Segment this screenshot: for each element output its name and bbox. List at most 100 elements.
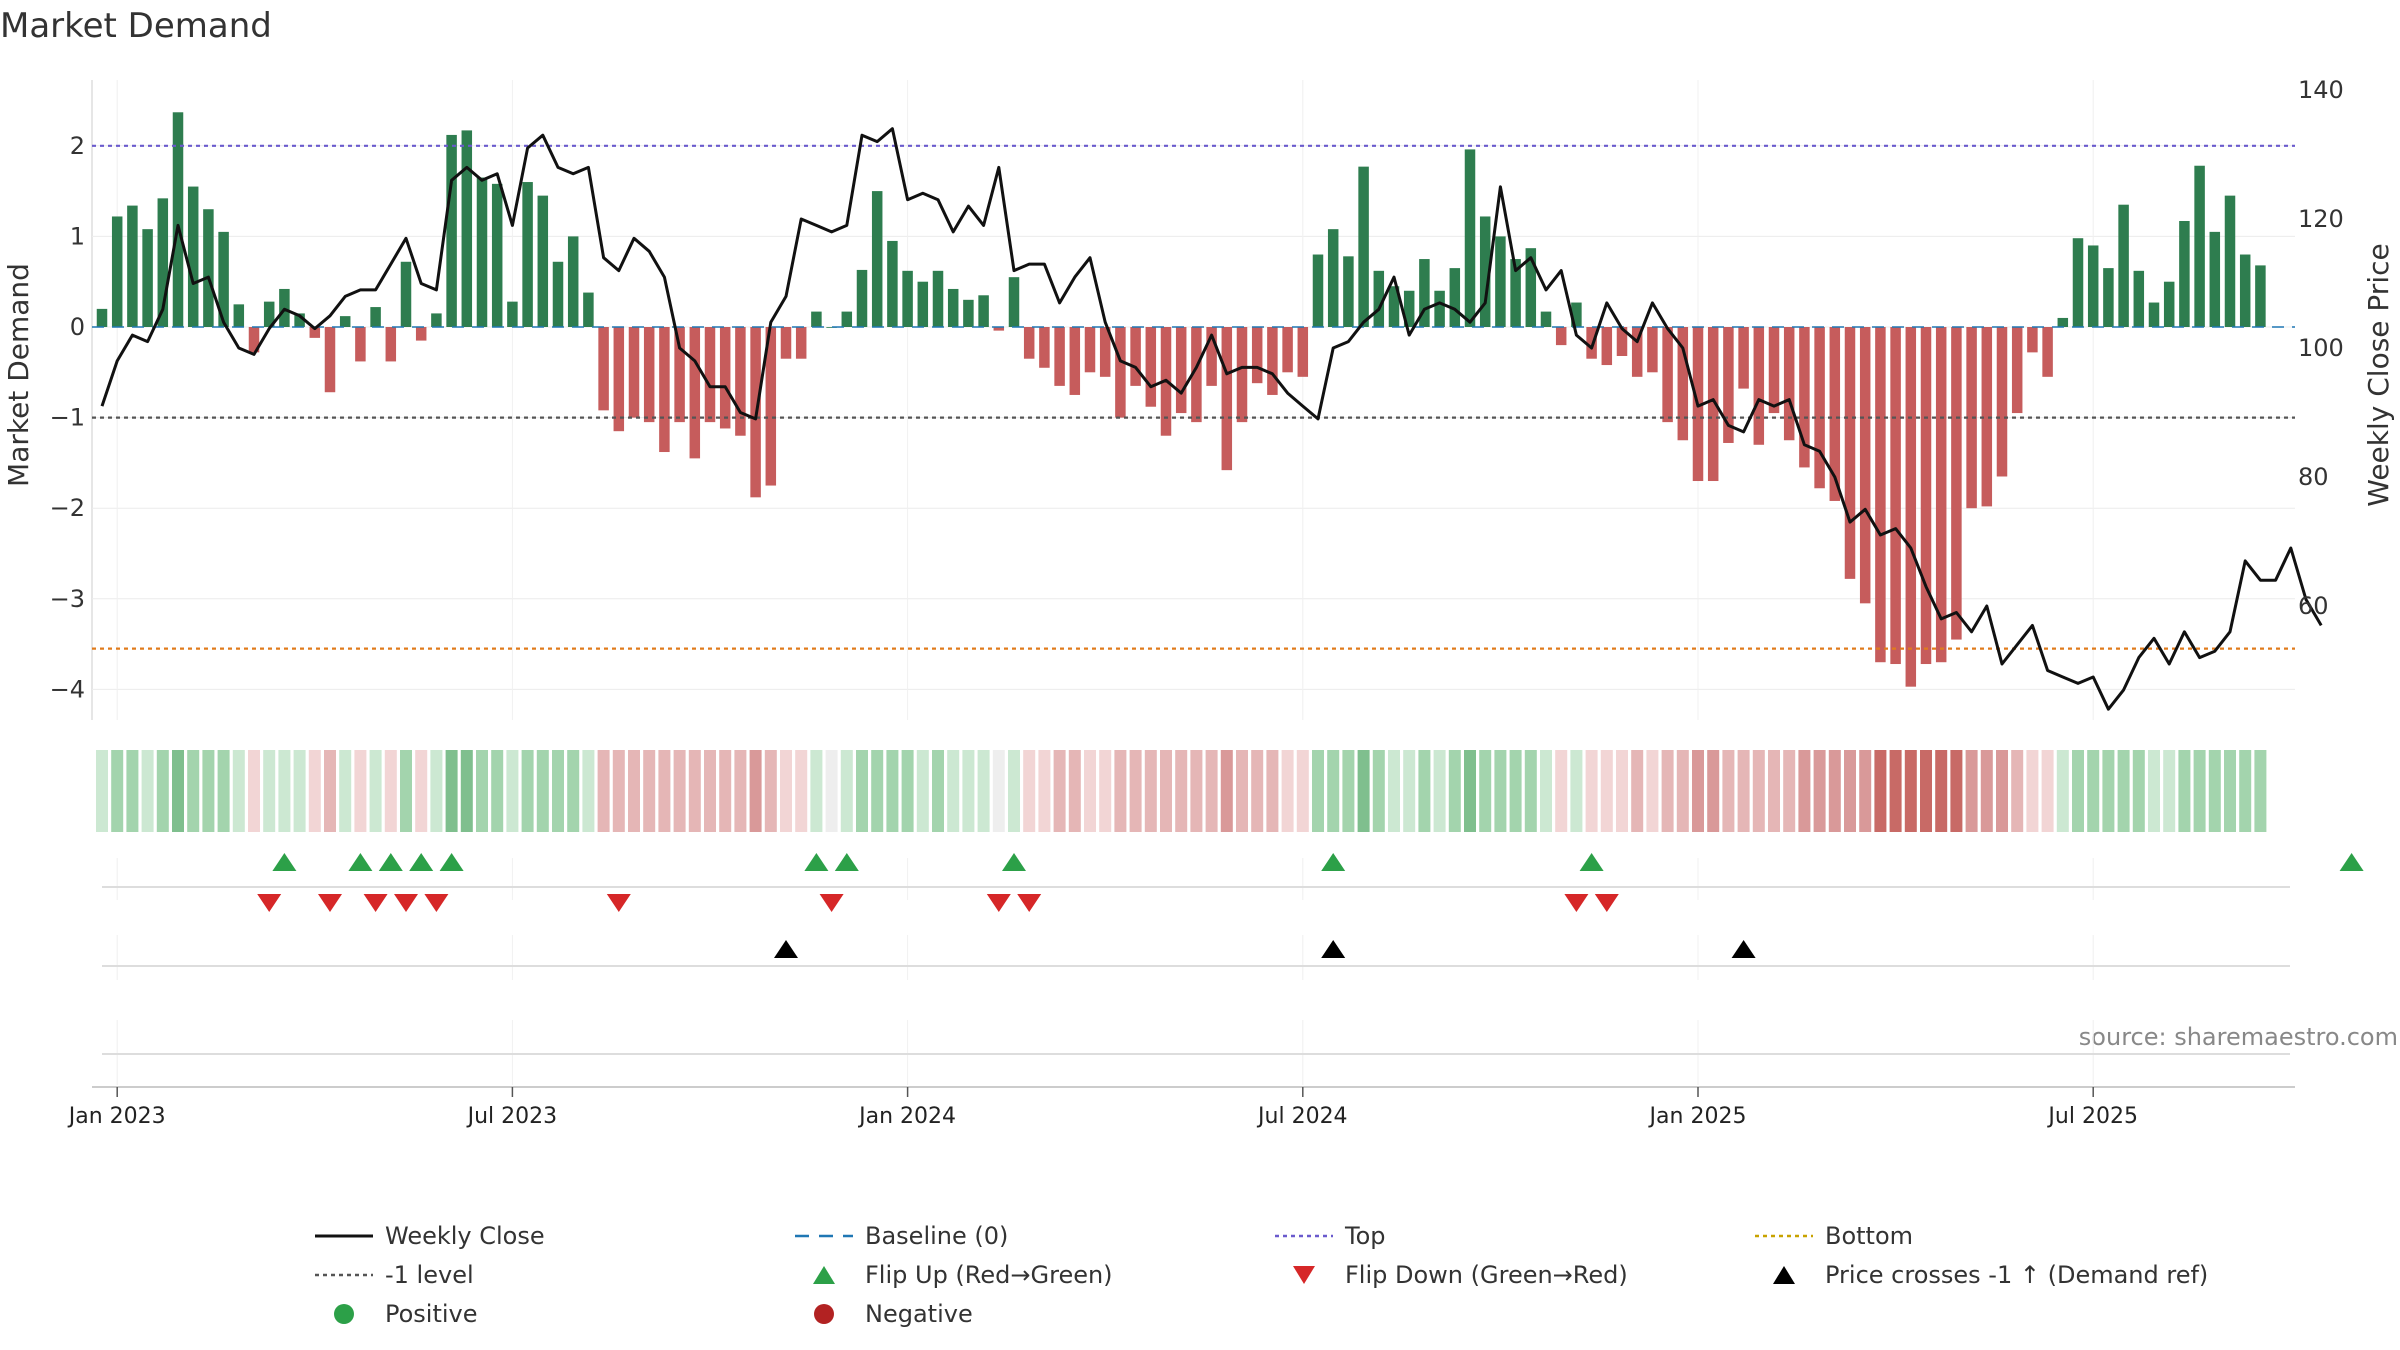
heat-strip-cell: [1828, 750, 1841, 832]
positive-bar: [1358, 166, 1369, 327]
heat-strip-cell: [1418, 750, 1431, 832]
heat-strip-cell: [521, 750, 534, 832]
heat-strip-cell: [1190, 750, 1203, 832]
positive-bar: [400, 261, 412, 327]
demand-heat-strip: [96, 750, 2267, 832]
negative-bar: [1662, 327, 1673, 423]
heat-strip-cell: [2132, 750, 2145, 832]
y-left-tick-label: −1: [50, 404, 85, 432]
price-cross-markers: [102, 940, 2290, 1055]
negative-bar: [1236, 327, 1248, 423]
heat-strip-cell: [1433, 750, 1446, 832]
negative-bar: [1966, 327, 1977, 509]
negative-bar: [1069, 327, 1081, 395]
heat-strip-cell: [1023, 750, 1036, 832]
y-axis-left-label: Market Demand: [2, 263, 35, 487]
heat-strip-cell: [354, 750, 367, 832]
x-tick-label: Jul 2023: [466, 1104, 558, 1129]
heat-strip-cell: [795, 750, 808, 832]
negative-bar: [1023, 327, 1035, 359]
heat-strip-cell: [1646, 750, 1659, 832]
heat-strip-cell: [764, 750, 777, 832]
heat-strip-cell: [2254, 750, 2267, 832]
negative-bar: [1191, 327, 1202, 423]
heat-strip-cell: [1479, 750, 1492, 832]
positive-bar: [932, 270, 944, 327]
negative-bar: [765, 327, 777, 486]
heat-strip-cell: [658, 750, 671, 832]
flip-markers: [102, 853, 2364, 912]
legend-symbol-triangle-up: [1773, 1266, 1795, 1284]
positive-bar: [187, 186, 199, 327]
negative-bar: [1555, 327, 1567, 346]
heat-strip-cell: [704, 750, 716, 832]
heat-strip-cell: [1220, 750, 1233, 832]
flip-up-marker: [1579, 853, 1604, 871]
heat-strip-cell: [278, 750, 291, 832]
heat-strip-cell: [1403, 750, 1416, 832]
positive-bar: [461, 130, 473, 327]
negative-bar: [1221, 327, 1233, 471]
positive-bar: [811, 311, 822, 327]
negative-bar: [1799, 327, 1810, 468]
negative-bar: [1875, 327, 1886, 663]
heat-strip-cell: [1296, 750, 1309, 832]
heat-strip-cell: [1008, 750, 1020, 832]
heat-strip-cell: [187, 750, 200, 832]
negative-bar: [993, 327, 1005, 331]
heat-strip-cell: [1585, 750, 1598, 832]
legend-label: Weekly Close: [385, 1222, 545, 1250]
positive-bar: [2072, 238, 2084, 327]
heat-strip-cell: [1266, 750, 1279, 832]
heat-strip-cell: [1676, 750, 1689, 832]
heat-strip-cell: [1965, 750, 1978, 832]
heat-strip-cell: [688, 750, 701, 832]
negative-bar: [355, 327, 366, 362]
y-right-tick-label: 80: [2298, 463, 2329, 491]
heat-strip-cell: [2224, 750, 2236, 832]
reference-levels: [92, 144, 2295, 650]
positive-bar: [1525, 248, 1537, 327]
heat-strip-cell: [156, 750, 169, 832]
positive-bar: [2209, 231, 2221, 327]
heat-strip-cell: [536, 750, 549, 832]
heat-strip-cell: [308, 750, 321, 832]
heat-strip-cell: [1509, 750, 1522, 832]
negative-bar: [1996, 327, 2008, 477]
price-cross-marker: [774, 940, 798, 958]
negative-bar: [1206, 327, 1217, 386]
heat-strip-cell: [1494, 750, 1507, 832]
chart-title: Market Demand: [0, 6, 272, 46]
heat-strip-cell: [430, 750, 443, 832]
negative-bar: [795, 327, 807, 359]
negative-bar: [309, 327, 321, 338]
legend-label: -1 level: [385, 1261, 474, 1289]
heat-strip-cell: [1357, 750, 1370, 832]
legend-symbol-triangle-down: [1293, 1266, 1315, 1284]
heat-strip-cell: [293, 750, 306, 832]
legend-label: Baseline (0): [865, 1222, 1008, 1250]
positive-bar: [552, 261, 564, 327]
heat-strip-cell: [1084, 750, 1096, 832]
positive-bar: [2118, 204, 2129, 327]
legend-label: Price crosses -1 ↑ (Demand ref): [1825, 1261, 2208, 1289]
negative-bar: [1282, 327, 1293, 373]
negative-bar: [2027, 327, 2038, 353]
negative-bar: [1890, 327, 1901, 665]
legend-label: Flip Up (Red→Green): [865, 1261, 1113, 1289]
heat-strip-cell: [2087, 750, 2100, 832]
heat-strip-cell: [1236, 750, 1248, 832]
heat-strip-cell: [415, 750, 428, 832]
heat-strip-cell: [1844, 750, 1856, 832]
positive-bar: [1327, 229, 1339, 327]
negative-bar: [1814, 327, 1825, 489]
heat-strip-cell: [339, 750, 352, 832]
flip-up-marker: [439, 853, 464, 871]
negative-bar: [1829, 327, 1841, 501]
heat-strip-cell: [1099, 750, 1112, 832]
heat-strip-cell: [491, 750, 504, 832]
heat-strip-cell: [1053, 750, 1066, 832]
heat-strip-cell: [597, 750, 610, 832]
positive-bar: [1008, 277, 1020, 327]
positive-bar: [902, 270, 913, 327]
